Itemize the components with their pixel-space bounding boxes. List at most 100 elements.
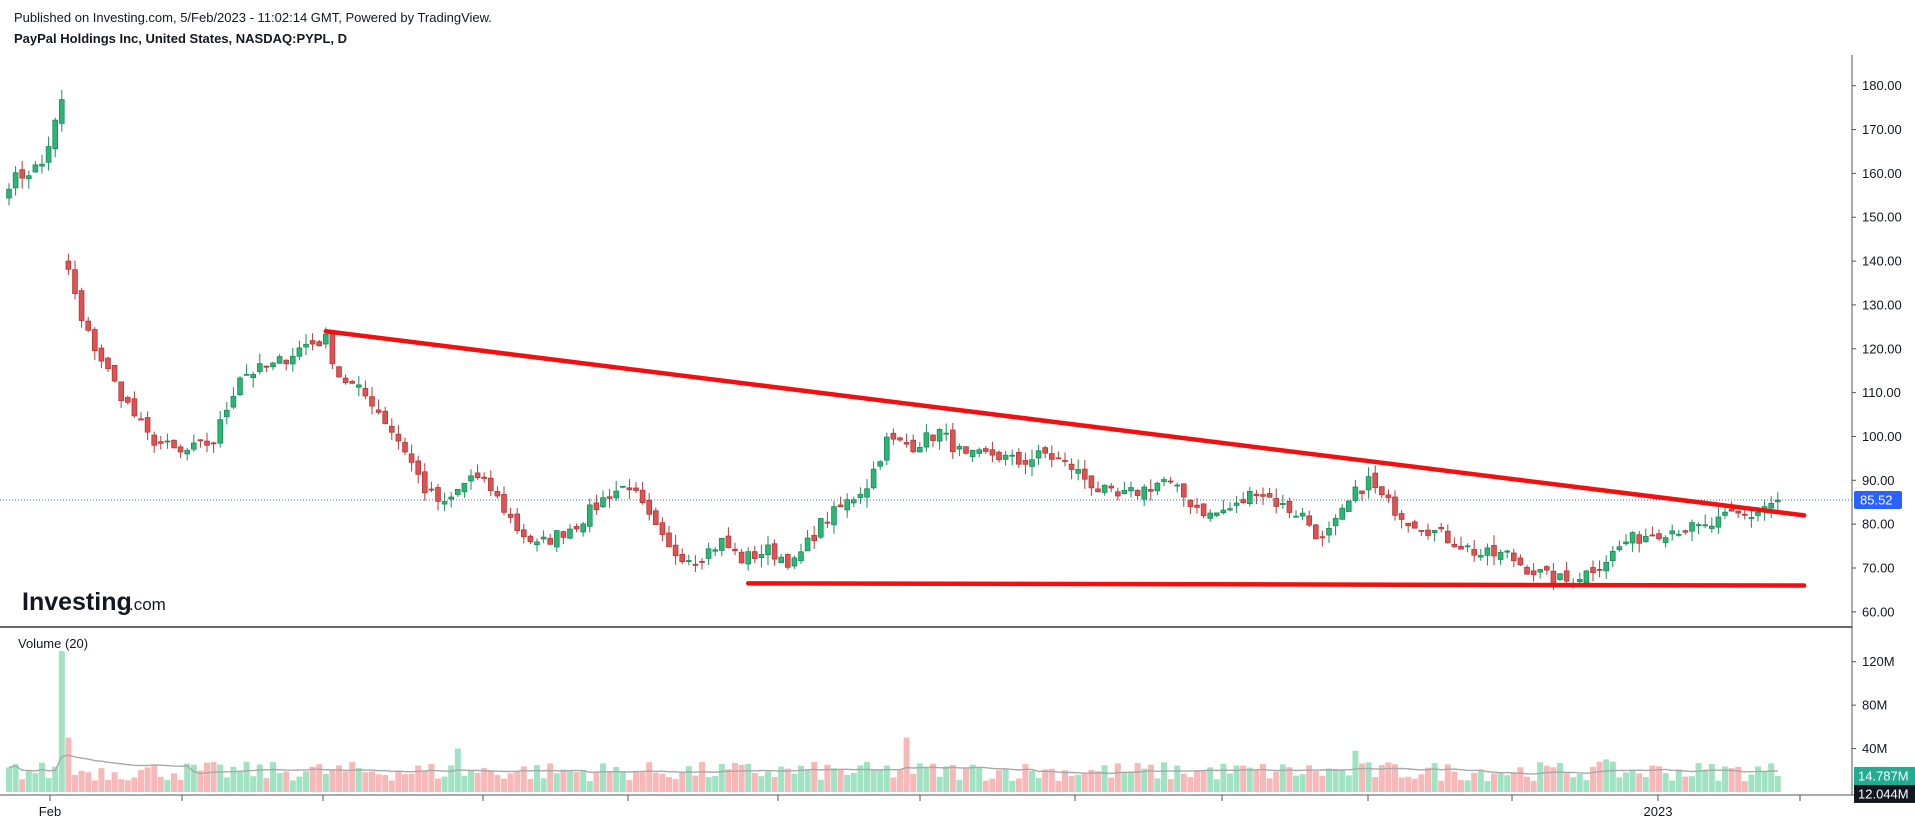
volume-bar [712, 776, 719, 792]
candle-body [468, 475, 474, 482]
volume-bar [1656, 766, 1662, 792]
candle-body [1240, 499, 1247, 504]
candle-body [1022, 460, 1029, 465]
candle [250, 371, 257, 388]
candle-body [171, 439, 177, 449]
candlestick-series [6, 90, 1781, 591]
candle-body [897, 437, 903, 441]
candle-body [989, 449, 996, 456]
candle-body [1339, 507, 1346, 520]
candle-body [778, 556, 784, 564]
volume-bar [72, 774, 78, 792]
candle [778, 554, 784, 564]
volume-bar [586, 781, 593, 792]
volume-bar [1543, 765, 1550, 792]
candle [560, 530, 567, 545]
candle-body [1458, 545, 1464, 550]
candle-body [1062, 460, 1068, 462]
candle-body [369, 396, 375, 407]
volume-bar [105, 779, 111, 792]
candle [309, 333, 316, 351]
candle [1497, 549, 1504, 565]
candle [587, 498, 593, 533]
candle-body [857, 494, 864, 498]
candle [1451, 537, 1458, 548]
price-tick-label: 60.00 [1862, 604, 1895, 619]
candle [1187, 499, 1194, 515]
candle [897, 436, 903, 442]
candle [454, 488, 461, 497]
candle-body [653, 510, 659, 525]
candle [1689, 519, 1695, 542]
volume-bar [1411, 778, 1418, 792]
candle-body [184, 449, 191, 455]
candle [1425, 523, 1431, 540]
price-tick-label: 120.00 [1862, 341, 1902, 356]
volume-bar [270, 762, 276, 792]
volume-tick-label: 80M [1862, 698, 1887, 713]
trendline [323, 328, 1807, 518]
candle-body [151, 434, 158, 446]
volume-bar [494, 774, 501, 792]
candle [686, 554, 692, 566]
volume-bar [39, 762, 45, 792]
candle-body [1154, 482, 1161, 492]
volume-bar [1405, 776, 1412, 792]
candle-body [514, 513, 520, 532]
candle-body [1517, 557, 1524, 566]
volume-bar [78, 770, 85, 792]
volume-bar [230, 766, 237, 792]
candle [547, 534, 553, 546]
candle-body [765, 544, 771, 556]
candle-body [1227, 508, 1233, 511]
volume-bar [1636, 773, 1643, 792]
candle [1220, 499, 1227, 515]
candle [105, 356, 111, 372]
candle [441, 492, 448, 511]
candle [125, 395, 131, 405]
candle [1002, 450, 1009, 466]
candle-body [1418, 530, 1425, 532]
candle-body [1603, 562, 1610, 572]
candle [59, 90, 65, 132]
volume-bar [593, 772, 600, 792]
candle-body [454, 488, 461, 495]
volume-bar [897, 769, 903, 792]
volume-ma-line [8, 754, 1778, 775]
candle-body [639, 489, 646, 504]
candle-body [613, 490, 619, 499]
candle-body [1385, 494, 1392, 499]
candle-body [230, 395, 237, 408]
candle-body [78, 290, 85, 321]
candle-body [283, 359, 289, 365]
candle [1134, 489, 1141, 500]
candle-body [824, 521, 831, 524]
volume-bar [817, 779, 824, 792]
volume-ma-tag [1854, 784, 1915, 803]
candle [164, 433, 171, 449]
volume-bar [32, 773, 39, 792]
candle-body [950, 429, 956, 453]
volume-bar [903, 737, 910, 792]
candle-body [811, 534, 817, 542]
volume-bar [1537, 762, 1544, 792]
volume-bar [369, 771, 375, 792]
volume-bar [1114, 763, 1121, 792]
candle-body [864, 488, 870, 498]
volume-bar [91, 780, 98, 792]
candle-body [936, 429, 943, 442]
volume-bar [421, 770, 428, 792]
candle [1200, 503, 1207, 519]
volume-bar [1444, 764, 1451, 792]
candle-body [1049, 453, 1055, 460]
volume-bar [1576, 774, 1583, 792]
candle-body [25, 175, 32, 179]
candle-body [105, 357, 111, 370]
candle-body [1346, 500, 1352, 512]
price-tick-label: 130.00 [1862, 297, 1902, 312]
candle-body [1214, 512, 1220, 516]
candle-body [32, 164, 39, 173]
candle [1247, 486, 1253, 507]
investing-logo: Investing .com [22, 588, 166, 616]
